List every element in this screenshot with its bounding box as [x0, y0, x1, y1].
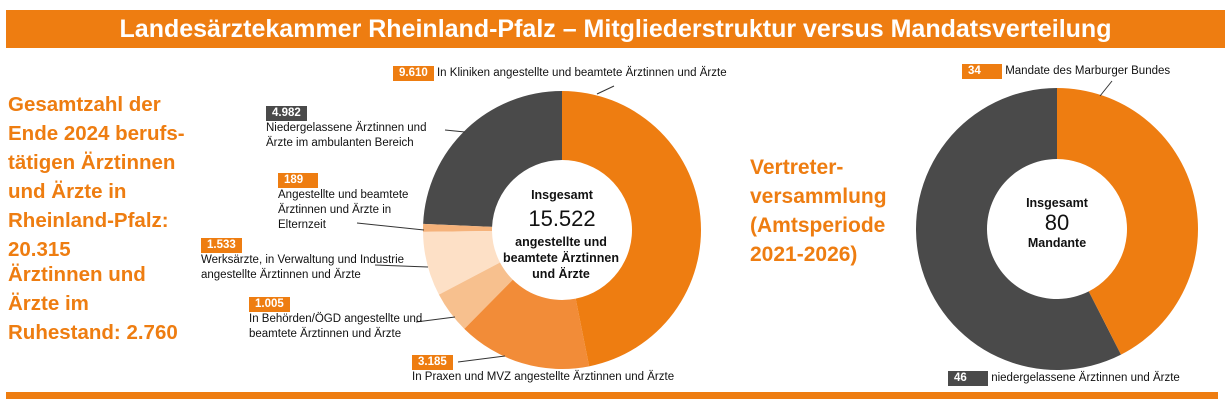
right-donut-center: Insgesamt 80 Mandante [1026, 196, 1088, 250]
label-niedergelassene: 4.982 Niedergelassene Ärztinnen und Ärzte… [266, 106, 427, 149]
retired-physicians-text: Ärztinnen und Ärzte im Ruhestand: 2.760 [8, 263, 178, 344]
label-praxen: 3.185 In Praxen und MVZ angestellte Ärzti… [412, 355, 675, 383]
label-elternzeit: 189 Angestellte und beamtete Ärztinnen un… [278, 173, 409, 231]
assembly-text: Vertreter-versammlung (Amtsperiode 2021-… [750, 156, 887, 266]
left-donut-center: Insgesamt 15.522 angestellte und beamtet… [503, 188, 619, 281]
label-werksaerzte: 1.533 Werksärzte, in Verwaltung und Indus… [201, 238, 405, 281]
label-niedergelassene-mandate: 46 niedergelassene Ärztinnen und Ärzte [948, 371, 1180, 386]
donut-slice [438, 262, 513, 329]
label-kliniken: 9.610 In Kliniken angestellte und beamte… [393, 66, 727, 81]
donut-slice [562, 91, 702, 367]
donut-slice [423, 91, 562, 227]
label-marburger-bund: 34 Mandate des Marburger Bundes [962, 64, 1170, 79]
donut-slice [915, 88, 1122, 370]
label-behoerden: 1.005 In Behörden/ÖGD angestellte und bea… [249, 297, 423, 340]
donut-slice [422, 223, 493, 232]
donut-slice [464, 279, 590, 369]
donut-slice [1057, 88, 1198, 355]
donut-slice [423, 230, 501, 295]
total-physicians-text: Gesamtzahl der Ende 2024 berufs-tätigen … [8, 93, 185, 261]
bottom-bar [6, 392, 1218, 399]
page-title: Landesärztekammer Rheinland-Pfalz – Mitg… [6, 10, 1225, 48]
